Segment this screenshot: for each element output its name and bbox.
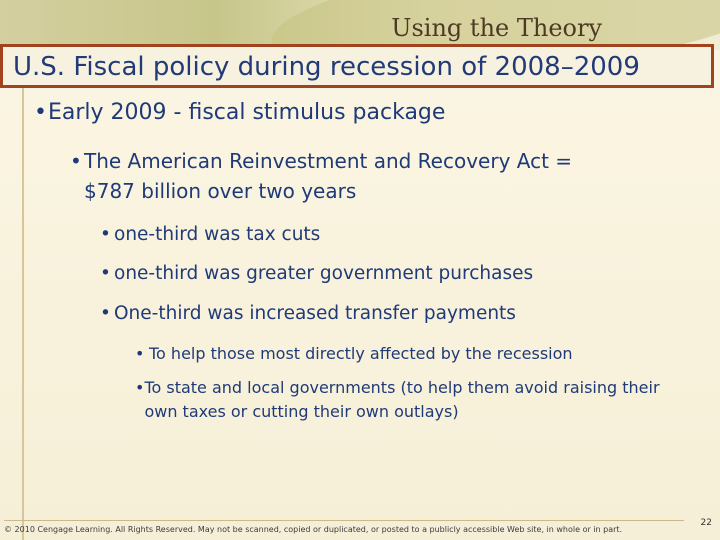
- bullet-level-4: • To help those most directly affected b…: [135, 342, 675, 366]
- bullet-level-3: • one-third was tax cuts: [100, 224, 320, 245]
- bullet-level-1: • Early 2009 - fiscal stimulus package: [34, 100, 445, 125]
- bullet-text: The American Reinvestment and Recovery A…: [84, 146, 572, 206]
- bullet-dot-icon: •: [34, 100, 47, 125]
- bullet-text: Early 2009 - fiscal stimulus package: [48, 100, 446, 125]
- bullet-text: one-third was greater government purchas…: [114, 263, 534, 284]
- bullet-text: To state and local governments (to help …: [144, 378, 660, 421]
- bullet-dot-icon: •: [135, 344, 145, 363]
- slide-title: U.S. Fiscal policy during recession of 2…: [13, 52, 640, 82]
- bullet-dot-icon: •: [135, 378, 145, 397]
- bullet-level-4: • To state and local governments (to hel…: [135, 376, 675, 424]
- left-rule: [0, 88, 24, 540]
- bullet-dot-icon: •: [100, 303, 111, 324]
- bullet-text: one-third was tax cuts: [114, 224, 321, 245]
- bullet-dot-icon: •: [100, 224, 111, 245]
- header-band: [0, 0, 720, 97]
- bullet-text: To help those most directly affected by …: [149, 344, 573, 363]
- title-bar: U.S. Fiscal policy during recession of 2…: [0, 44, 714, 88]
- bullet-level-3: • One-third was increased transfer payme…: [100, 303, 516, 324]
- bullet-dot-icon: •: [100, 263, 111, 284]
- bullet-line-2: $787 billion over two years: [84, 179, 357, 203]
- bullet-text: One-third was increased transfer payment…: [114, 303, 516, 324]
- footer-rule: [4, 520, 684, 521]
- bullet-line-1: The American Reinvestment and Recovery A…: [84, 149, 573, 173]
- bullet-dot-icon: •: [70, 149, 82, 173]
- page-number: 22: [700, 518, 712, 528]
- bullet-level-3: • one-third was greater government purch…: [100, 263, 533, 284]
- header-brand: Using the Theory: [391, 14, 602, 42]
- copyright-footer: © 2010 Cengage Learning. All Rights Rese…: [4, 525, 623, 534]
- bullet-level-2: • The American Reinvestment and Recovery…: [70, 146, 670, 206]
